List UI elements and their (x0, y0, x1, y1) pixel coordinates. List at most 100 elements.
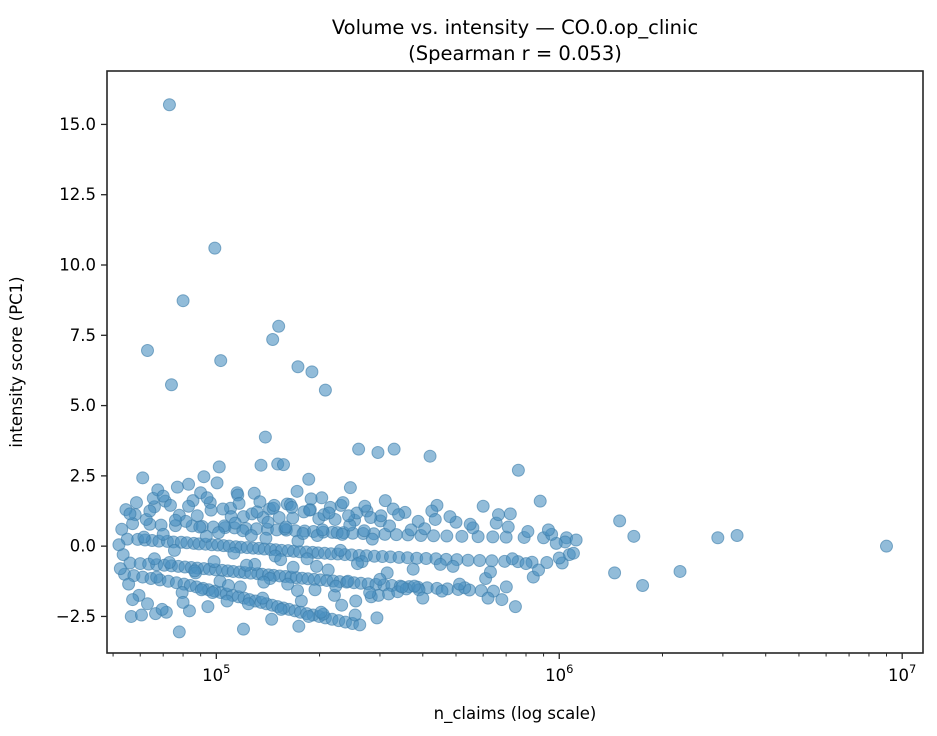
scatter-point (476, 499, 490, 513)
scatter-point (254, 458, 268, 472)
scatter-point (188, 564, 202, 578)
scatter-point (232, 496, 246, 510)
scatter-point (302, 472, 316, 486)
scatter-point (241, 597, 255, 611)
scatter-point (285, 500, 299, 514)
scatter-point (316, 523, 329, 537)
scatter-point (292, 619, 306, 633)
scatter-point (197, 470, 211, 484)
scatter-point (291, 584, 305, 598)
scatter-point (276, 458, 290, 472)
scatter-point (433, 557, 447, 571)
scatter-point (508, 600, 522, 614)
x-axis-label: n_claims (log scale) (434, 704, 597, 724)
scatter-point (627, 529, 641, 543)
scatter-point (428, 512, 442, 526)
scatter-point (711, 531, 725, 545)
y-tick-label: 10.0 (59, 256, 96, 275)
scatter-point (182, 477, 196, 491)
scatter-point (730, 528, 744, 542)
scatter-point (227, 546, 241, 560)
scatter-point (296, 527, 310, 541)
scatter-point (115, 522, 129, 536)
scatter-point (126, 593, 140, 607)
scatter-point (404, 523, 418, 537)
scatter-point (461, 553, 475, 567)
scatter-point (163, 498, 177, 512)
scatter-point (302, 609, 316, 623)
scatter-point (256, 591, 270, 605)
scatter-point (486, 530, 500, 544)
scatter-point (521, 525, 535, 539)
scatter-point (155, 602, 169, 616)
scatter-point (176, 595, 190, 609)
scatter-point (214, 354, 228, 368)
scatter-point (481, 591, 495, 605)
scatter-point (350, 557, 364, 571)
chart-title: Volume vs. intensity — CO.0.op_clinic (332, 16, 698, 39)
scatter-point (305, 365, 319, 379)
scatter-point (240, 558, 254, 572)
scatter-point (673, 564, 687, 578)
scatter-point (210, 476, 224, 490)
scatter-point (349, 594, 363, 608)
scatter-point (440, 529, 454, 543)
scatter-point (879, 539, 893, 553)
scatter-point (193, 520, 207, 534)
scatter-point (310, 559, 324, 573)
scatter-point (258, 430, 272, 444)
scatter-point (194, 583, 208, 597)
scatter-point (221, 579, 235, 593)
scatter-point (343, 481, 357, 495)
scatter-point (291, 360, 305, 374)
scatter-point (407, 579, 421, 593)
scatter-point (455, 529, 469, 543)
y-axis-ticks: −2.5 0.0 2.5 5.0 7.5 10.0 12.5 15.0 (56, 115, 107, 626)
scatter-point (290, 484, 304, 498)
scatter-point (143, 504, 157, 518)
y-tick-label: 0.0 (70, 537, 96, 556)
scatter-point (392, 508, 406, 522)
y-tick-label: 7.5 (70, 326, 96, 345)
scatter-point (233, 580, 247, 594)
scatter-point (308, 583, 322, 597)
scatter-point (333, 543, 347, 557)
scatter-point (141, 597, 154, 611)
scatter-point (266, 333, 280, 347)
y-axis-label: intensity score (PC1) (7, 276, 26, 447)
scatter-point (541, 523, 555, 537)
scatter-point (483, 565, 497, 579)
scatter-point (170, 480, 184, 494)
scatter-point (532, 563, 546, 577)
scatter-point (314, 605, 328, 619)
scatter-point (274, 602, 288, 616)
scatter-point (113, 562, 127, 576)
scatter-point (220, 594, 234, 608)
scatter-point (303, 503, 317, 517)
scatter-point (453, 577, 467, 591)
scatter-point (286, 560, 300, 574)
scatter-point (443, 510, 457, 524)
scatter-point (272, 510, 286, 524)
scatter-point (147, 552, 161, 566)
chart-subtitle: (Spearman r = 0.053) (408, 42, 622, 65)
scatter-point (463, 517, 477, 531)
scatter-point (123, 507, 137, 521)
scatter-point (162, 98, 176, 112)
scatter-point (495, 593, 509, 607)
scatter-point (383, 519, 397, 533)
scatter-points-group (112, 98, 893, 639)
y-tick-label: 12.5 (59, 185, 96, 204)
scatter-point (613, 514, 627, 528)
scatter-point (371, 446, 385, 460)
scatter-point (363, 586, 377, 600)
scatter-point (265, 612, 279, 626)
scatter-point (418, 522, 432, 536)
scatter-point (348, 608, 362, 622)
scatter-point (208, 241, 222, 255)
scatter-point (200, 491, 214, 505)
scatter-point (540, 555, 554, 569)
scatter-point (318, 383, 332, 397)
scatter-point (201, 600, 215, 614)
scatter-point (228, 516, 242, 530)
